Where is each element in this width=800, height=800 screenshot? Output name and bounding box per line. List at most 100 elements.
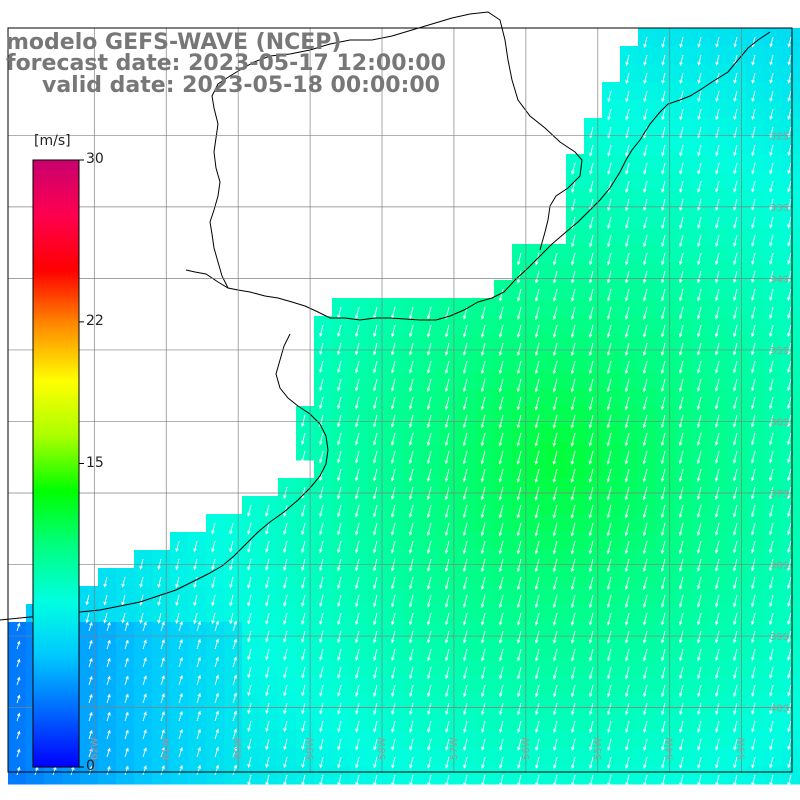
coastline — [0, 11, 771, 621]
wind-arrow — [571, 756, 576, 769]
wind-arrow — [643, 90, 648, 103]
wind-arrow — [769, 576, 774, 590]
wind-arrow — [211, 576, 216, 589]
wind-arrow — [642, 684, 648, 698]
wind-cell — [188, 730, 207, 749]
wind-arrow — [661, 180, 666, 193]
wind-arrow — [751, 234, 756, 247]
wind-arrow — [283, 540, 288, 553]
wind-arrow — [337, 594, 342, 608]
wind-arrow — [283, 576, 288, 589]
wind-arrow — [625, 90, 630, 103]
wind-cell — [134, 712, 153, 731]
wind-cell — [26, 766, 45, 785]
wind-arrow — [678, 468, 684, 483]
wind-arrow — [337, 612, 342, 626]
wind-arrow — [283, 486, 288, 500]
wind-arrow — [661, 774, 666, 787]
wind-arrow — [337, 324, 342, 338]
wind-arrow — [391, 684, 396, 698]
wind-arrow — [697, 720, 702, 733]
wind-arrow — [678, 612, 684, 626]
wind-arrow — [679, 144, 684, 157]
wind-arrow — [751, 306, 756, 320]
wind-arrow — [715, 774, 720, 787]
wind-arrow — [391, 738, 396, 751]
wind-arrow — [642, 288, 648, 302]
lon-label: 60W — [233, 737, 244, 760]
wind-arrow — [661, 72, 666, 85]
wind-arrow — [534, 270, 540, 284]
wind-cell — [152, 676, 171, 695]
wind-arrow — [372, 414, 378, 428]
wind-arrow — [787, 594, 792, 608]
wind-arrow — [247, 666, 252, 679]
wind-arrow — [16, 622, 21, 632]
wind-arrow — [247, 648, 252, 661]
wind-cell — [116, 730, 135, 749]
wind-cell — [152, 658, 171, 677]
wind-arrow — [642, 504, 648, 519]
wind-arrow — [751, 90, 756, 102]
wind-arrow — [498, 432, 504, 447]
wind-arrow — [265, 738, 270, 751]
wind-arrow — [372, 504, 378, 518]
wind-arrow — [750, 396, 756, 410]
wind-arrow — [319, 774, 324, 787]
wind-arrow — [426, 558, 432, 572]
wind-arrow — [642, 378, 648, 393]
wind-arrow — [480, 432, 486, 447]
wind-arrow — [88, 639, 93, 650]
wind-arrow — [643, 144, 648, 157]
wind-arrow — [390, 450, 396, 464]
wind-arrow — [124, 693, 129, 704]
wind-arrow — [516, 666, 522, 680]
wind-cell — [116, 694, 135, 713]
wind-arrow — [769, 756, 774, 769]
wind-arrow — [85, 594, 90, 606]
wind-arrow — [679, 216, 684, 230]
wind-arrow — [679, 684, 684, 698]
wind-arrow — [606, 684, 612, 698]
wind-arrow — [265, 576, 270, 589]
latitude-labels: 32S 33S 34S 35S 36S 37S 38S 39S 40S — [770, 131, 789, 714]
wind-arrow — [247, 720, 252, 733]
wind-arrow — [715, 684, 720, 698]
wind-arrow — [660, 324, 666, 338]
wind-arrow — [769, 90, 774, 102]
wind-arrow — [715, 720, 720, 733]
wind-arrow — [643, 180, 648, 193]
wind-arrow — [337, 774, 342, 787]
wind-arrow — [787, 252, 792, 265]
wind-arrow — [301, 540, 306, 554]
wind-arrow — [462, 468, 468, 483]
wind-arrow — [480, 450, 486, 465]
wind-arrow — [571, 720, 576, 734]
wind-arrow — [106, 621, 111, 632]
wind-arrow — [480, 378, 486, 393]
wind-arrow — [678, 288, 684, 302]
wind-arrow — [534, 342, 540, 357]
wind-arrow — [589, 180, 594, 193]
wind-arrow — [769, 738, 774, 751]
wind-arrow — [660, 612, 666, 626]
wind-arrow — [678, 270, 684, 284]
wind-arrow — [444, 396, 450, 411]
wind-arrow — [444, 468, 450, 483]
wind-arrow — [715, 666, 720, 680]
wind-arrow — [175, 612, 180, 625]
wind-arrow — [624, 504, 630, 519]
wind-arrow — [588, 378, 594, 393]
wind-cell — [206, 748, 225, 767]
wind-arrow — [445, 738, 450, 751]
wind-arrow — [517, 720, 522, 734]
wind-arrow — [570, 648, 576, 662]
wind-arrow — [283, 522, 288, 535]
wind-arrow — [265, 774, 270, 786]
wind-arrow — [534, 576, 540, 591]
wind-arrow — [16, 712, 21, 722]
wind-arrow — [517, 738, 522, 751]
lon-label: 56W — [521, 737, 532, 760]
wind-arrow — [390, 360, 396, 374]
lon-label: 62W — [89, 737, 100, 760]
